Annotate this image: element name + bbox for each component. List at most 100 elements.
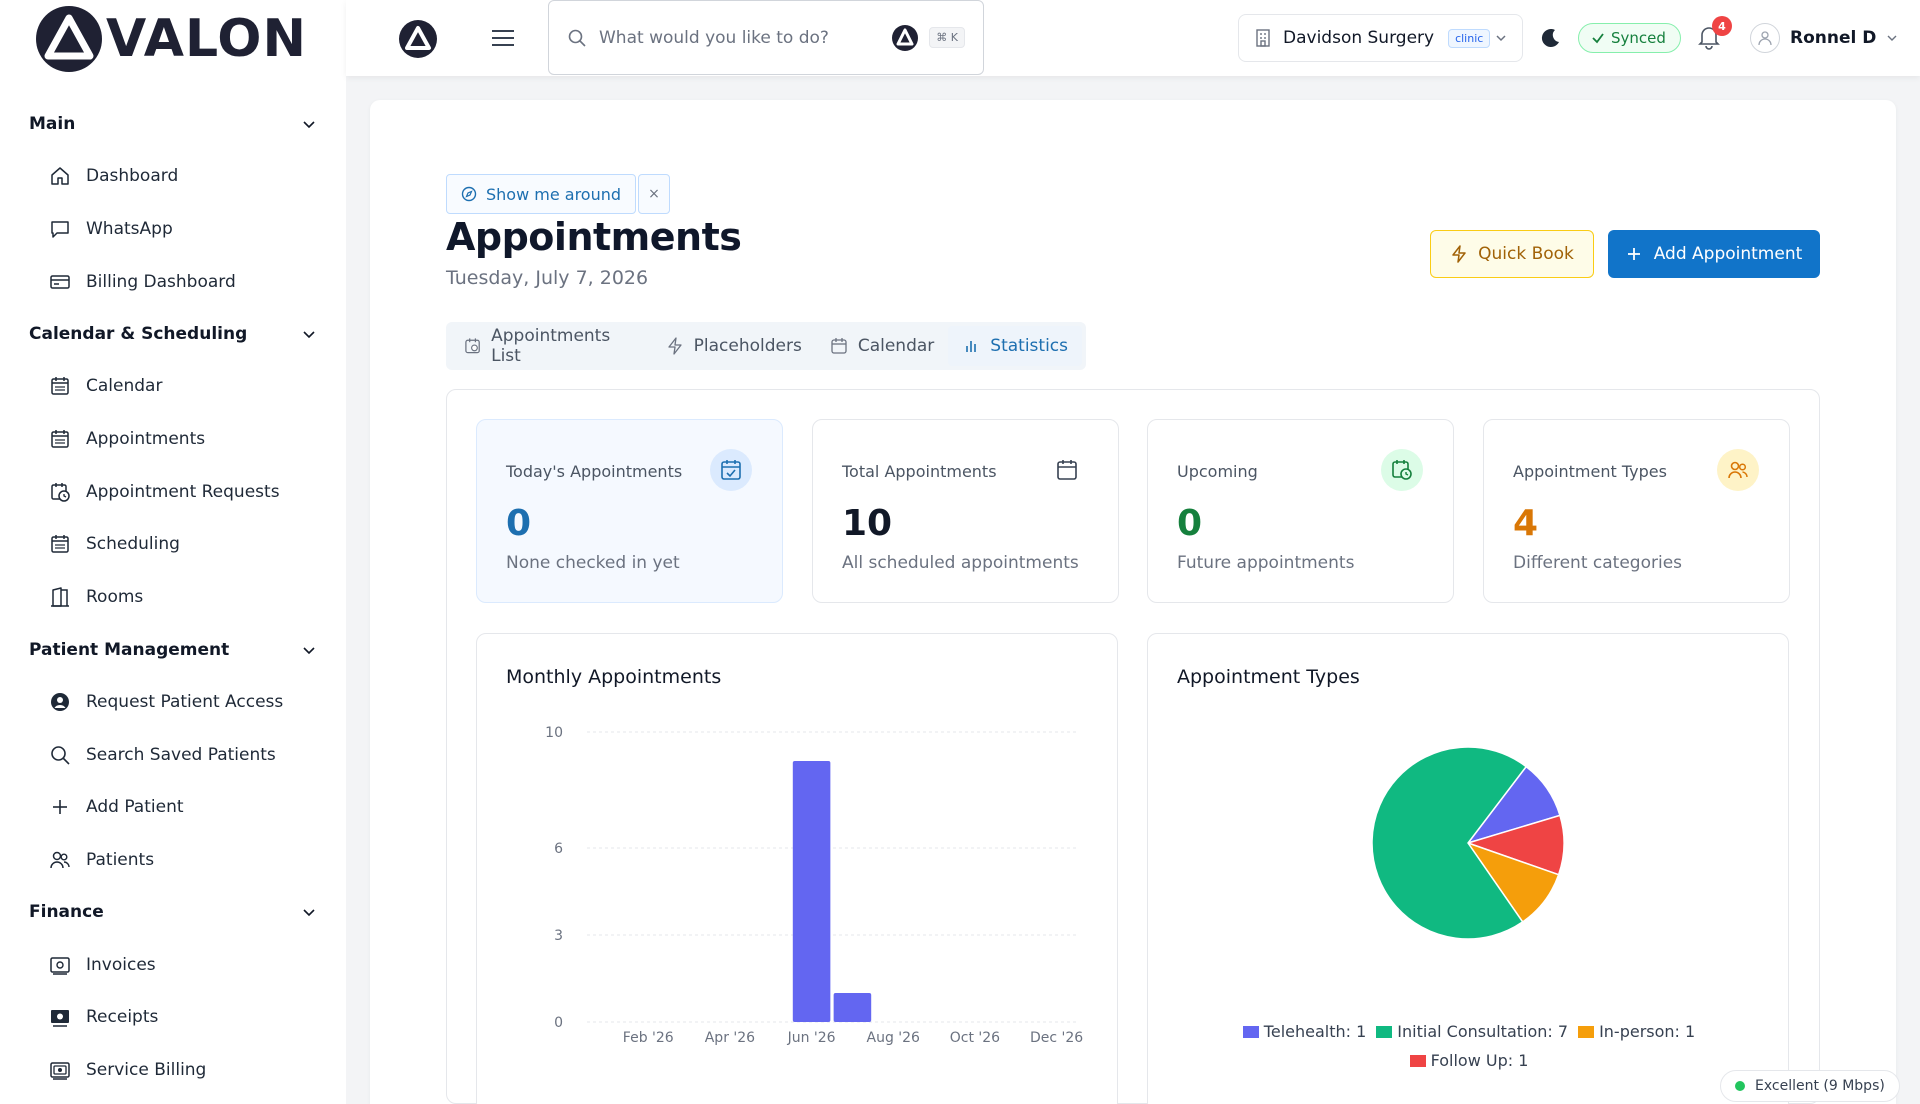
hamburger-menu-icon[interactable] — [490, 26, 516, 50]
sidebar-nav: Main Dashboard WhatsApp Billing Dashboard Ca… — [0, 98, 346, 1096]
x-tick-label: Aug '26 — [867, 1030, 921, 1046]
plus-icon — [1627, 248, 1640, 260]
tour-button-label: Show me around — [486, 184, 622, 204]
chevron-down-icon — [303, 909, 315, 917]
search-icon — [568, 29, 586, 47]
clinic-selector[interactable]: Davidson Surgery clinic — [1238, 14, 1523, 62]
calendar-icon — [831, 338, 847, 354]
command-search[interactable]: What would you like to do? ⌘ K — [548, 0, 984, 75]
search-placeholder: What would you like to do? — [599, 27, 829, 48]
lightning-icon — [1452, 245, 1466, 263]
clinic-name: Davidson Surgery — [1283, 28, 1435, 48]
sidebar-item-label: Scheduling — [86, 534, 180, 555]
dark-mode-toggle-icon[interactable] — [1540, 27, 1562, 49]
sidebar-item-add-patient[interactable]: Add Patient — [0, 781, 346, 834]
stat-label: Upcoming — [1177, 462, 1258, 481]
show-me-around-button[interactable]: Show me around — [446, 174, 637, 214]
sidebar-item-appointments[interactable]: Appointments — [0, 413, 346, 466]
view-tabs: Appointments List Placeholders Calendar … — [446, 322, 1086, 370]
user-menu[interactable]: Ronnel D — [1750, 22, 1898, 54]
x-tick-label: Feb '26 — [623, 1030, 674, 1046]
clinic-tag: clinic — [1448, 28, 1491, 48]
chevron-down-icon — [1887, 35, 1897, 41]
invoice-icon — [49, 954, 71, 976]
stat-value: 0 — [506, 503, 532, 544]
sidebar-item-rooms[interactable]: Rooms — [0, 571, 346, 624]
home-icon — [49, 165, 71, 187]
legend-item-initial-consultation[interactable]: Initial Consultation: 7 — [1376, 1022, 1568, 1041]
notification-count-badge: 4 — [1712, 16, 1732, 36]
sidebar-item-receipts[interactable]: Receipts — [0, 991, 346, 1044]
sync-status-badge: Synced — [1578, 23, 1681, 53]
sidebar-item-scheduling[interactable]: Scheduling — [0, 518, 346, 571]
sidebar-section-header[interactable]: Calendar & Scheduling — [0, 308, 346, 360]
x-tick-label: Oct '26 — [950, 1030, 1000, 1046]
legend-label: Initial Consultation: 7 — [1397, 1022, 1569, 1041]
legend-item-telehealth[interactable]: Telehealth: 1 — [1242, 1022, 1366, 1041]
sidebar-item-whatsapp[interactable]: WhatsApp — [0, 203, 346, 256]
tab-calendar[interactable]: Calendar — [816, 326, 948, 366]
y-tick-label: 6 — [554, 841, 563, 857]
appointment-types-chart — [1371, 746, 1565, 940]
check-icon — [1592, 33, 1604, 44]
brand-logo[interactable]: VALON — [34, 4, 307, 74]
stat-card-total-appointments: Total Appointments 10 All scheduled appo… — [812, 419, 1119, 603]
legend-label: Follow Up: 1 — [1430, 1051, 1529, 1070]
sidebar-item-label: Invoices — [86, 954, 156, 975]
sidebar-section-title: Main — [29, 114, 76, 134]
search-icon — [49, 744, 71, 766]
sidebar-section-header[interactable]: Patient Management — [0, 624, 346, 676]
building-icon — [1256, 29, 1270, 47]
sidebar-item-invoices[interactable]: Invoices — [0, 938, 346, 991]
page-title: Appointments — [446, 215, 742, 259]
stat-card-today-s-appointments: Today's Appointments 0 None checked in y… — [476, 419, 783, 603]
page-date: Tuesday, July 7, 2026 — [446, 267, 649, 289]
logo-text: VALON — [106, 9, 307, 69]
pie-slice-initial-consultation[interactable] — [1371, 746, 1528, 940]
chart-title: Appointment Types — [1177, 666, 1360, 688]
legend-item-in-person[interactable]: In-person: 1 — [1578, 1022, 1695, 1041]
sidebar-item-appointment-requests[interactable]: Appointment Requests — [0, 465, 346, 518]
add-appointment-button[interactable]: Add Appointment — [1608, 230, 1820, 278]
card-icon — [49, 271, 71, 293]
sidebar-item-patients[interactable]: Patients — [0, 834, 346, 887]
chevron-down-icon — [303, 646, 315, 654]
legend-item-follow-up[interactable]: Follow Up: 1 — [1409, 1051, 1529, 1070]
network-status-text: Excellent (9 Mbps) — [1755, 1078, 1885, 1094]
sidebar-item-service-billing[interactable]: Service Billing — [0, 1044, 346, 1097]
sidebar-item-search-saved-patients[interactable]: Search Saved Patients — [0, 728, 346, 781]
tab-placeholders[interactable]: Placeholders — [652, 326, 816, 366]
calendar-icon — [49, 533, 71, 555]
tab-statistics[interactable]: Statistics — [948, 326, 1082, 366]
status-dot — [1735, 1081, 1745, 1091]
calendar-check-icon — [710, 449, 752, 491]
sidebar-item-label: Appointments — [86, 429, 206, 450]
app-logo-icon[interactable] — [398, 19, 438, 59]
sidebar-item-dashboard[interactable]: Dashboard — [0, 150, 346, 203]
door-icon — [49, 586, 71, 608]
calendar-clock-icon — [49, 481, 71, 503]
chart-title: Monthly Appointments — [506, 666, 722, 688]
quick-book-button[interactable]: Quick Book — [1430, 230, 1594, 278]
sidebar-item-label: WhatsApp — [86, 219, 173, 240]
sidebar-item-label: Request Patient Access — [86, 691, 284, 712]
legend-swatch — [1409, 1054, 1426, 1067]
sidebar: VALON Main Dashboard WhatsApp Billing Dashb… — [0, 0, 346, 1104]
tab-appointments-list[interactable]: Appointments List — [450, 326, 652, 366]
sidebar-section-header[interactable]: Finance — [0, 886, 346, 938]
close-tour-button[interactable]: × — [638, 174, 671, 214]
appointment-types-card: Appointment Types Telehealth: 1 Initial C… — [1147, 633, 1789, 1104]
sidebar-section-header[interactable]: Main — [0, 98, 346, 150]
bar-jul-26[interactable] — [833, 993, 872, 1022]
sidebar-item-request-patient-access[interactable]: Request Patient Access — [0, 676, 346, 729]
sidebar-item-label: Add Patient — [86, 797, 184, 818]
sync-status-text: Synced — [1611, 29, 1666, 47]
stat-subtitle: None checked in yet — [506, 553, 680, 573]
sidebar-item-label: Search Saved Patients — [86, 744, 276, 765]
bar-chart-icon — [966, 341, 977, 352]
sidebar-item-label: Calendar — [86, 376, 163, 397]
sidebar-item-billing-dashboard[interactable]: Billing Dashboard — [0, 255, 346, 308]
sidebar-item-calendar[interactable]: Calendar — [0, 360, 346, 413]
stat-subtitle: All scheduled appointments — [842, 553, 1079, 573]
bar-jun-26[interactable] — [792, 761, 831, 1022]
